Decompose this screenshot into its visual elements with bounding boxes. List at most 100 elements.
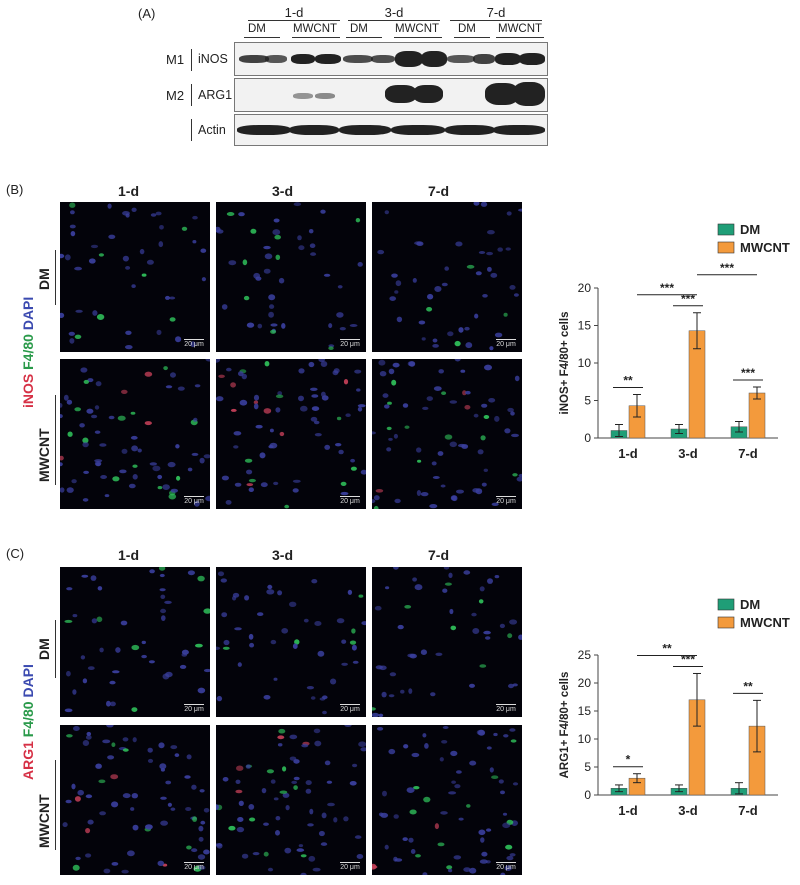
wb-row-divider: [191, 119, 192, 141]
scale-bar: 20 μm: [340, 498, 360, 505]
cell-nucleus: [263, 851, 269, 857]
c-stain-green: F4/80: [20, 701, 36, 738]
cell-nucleus: [237, 817, 244, 822]
cell-nucleus: [392, 362, 400, 368]
cell-nucleus: [275, 816, 281, 821]
cell-nucleus: [248, 478, 256, 483]
cell-nucleus: [122, 211, 130, 216]
cell-nucleus: [263, 245, 271, 250]
cell-nucleus: [421, 337, 426, 341]
cell-nucleus: [79, 423, 85, 428]
c-row-divider: [55, 620, 56, 678]
cell-nucleus: [414, 584, 423, 591]
cell-nucleus: [460, 369, 466, 373]
cell-nucleus: [187, 467, 193, 472]
scale-bar: 20 μm: [496, 498, 516, 505]
cell-nucleus: [292, 488, 299, 493]
cell-nucleus: [187, 570, 195, 576]
cell-nucleus: [160, 768, 165, 772]
cell-texture: [372, 359, 522, 509]
wb-band: [371, 55, 395, 63]
cell-nucleus: [341, 662, 348, 666]
cell-nucleus: [74, 796, 81, 802]
cell-nucleus: [487, 230, 495, 235]
cell-nucleus: [311, 579, 318, 584]
cell-nucleus: [351, 628, 356, 634]
cell-nucleus: [485, 636, 491, 640]
cell-nucleus: [458, 443, 466, 448]
cell-nucleus: [63, 394, 69, 401]
scale-bar: 20 μm: [340, 706, 360, 713]
cell-nucleus: [85, 853, 92, 858]
wb-band: [385, 85, 417, 103]
cell-nucleus: [269, 428, 274, 433]
cell-nucleus: [413, 786, 420, 790]
y-tick-label: 20: [578, 281, 592, 295]
wb-strip-inos: [234, 42, 548, 76]
cell-nucleus: [406, 787, 415, 793]
cell-nucleus: [402, 403, 409, 408]
cell-nucleus: [313, 728, 321, 734]
cell-nucleus: [66, 399, 73, 405]
cell-nucleus: [305, 780, 312, 786]
cell-nucleus: [308, 855, 316, 862]
cell-nucleus: [279, 790, 288, 794]
cell-nucleus: [378, 713, 384, 717]
cell-nucleus: [66, 487, 74, 493]
cell-nucleus: [446, 865, 453, 870]
cell-nucleus: [131, 445, 138, 452]
cell-nucleus: [389, 296, 396, 301]
cell-nucleus: [454, 359, 461, 362]
cell-nucleus: [249, 817, 256, 822]
cell-nucleus: [253, 403, 259, 410]
cell-nucleus: [506, 211, 512, 216]
cell-nucleus: [412, 577, 417, 582]
cell-nucleus: [228, 260, 237, 266]
cell-nucleus: [322, 710, 327, 715]
cell-texture: [216, 571, 366, 715]
c-col-header-7d: 7-d: [428, 547, 449, 563]
cell-nucleus: [289, 601, 297, 607]
cell-nucleus: [109, 680, 116, 685]
cell-nucleus: [478, 829, 486, 836]
cell-nucleus: [473, 413, 479, 418]
cell-nucleus: [478, 599, 484, 604]
cell-nucleus: [177, 386, 185, 391]
cell-nucleus: [502, 822, 511, 829]
cell-nucleus: [201, 277, 206, 282]
cell-nucleus: [122, 793, 131, 799]
cell-nucleus: [86, 731, 92, 736]
cell-nucleus: [489, 767, 494, 773]
cell-nucleus: [327, 802, 335, 807]
cell-nucleus: [343, 379, 349, 385]
cell-nucleus: [90, 244, 99, 249]
wb-band: [395, 51, 423, 67]
wb-row-marker-actin: Actin: [198, 123, 226, 137]
cell-nucleus: [125, 345, 133, 350]
cell-nucleus: [357, 262, 363, 267]
cell-nucleus: [248, 633, 254, 640]
cell-nucleus: [122, 748, 129, 752]
cell-nucleus: [486, 746, 492, 750]
cell-nucleus: [119, 469, 127, 474]
cell-nucleus: [307, 823, 314, 827]
cell-nucleus: [409, 809, 417, 815]
cell-nucleus: [337, 285, 343, 289]
cell-nucleus: [303, 618, 309, 623]
cell-nucleus: [463, 867, 471, 872]
cell-nucleus: [267, 584, 273, 590]
cell-nucleus: [273, 481, 279, 486]
cell-nucleus: [465, 390, 471, 395]
cell-nucleus: [503, 312, 508, 317]
wb-band: [239, 55, 269, 63]
cell-nucleus: [263, 695, 271, 700]
cell-nucleus: [91, 414, 98, 419]
cell-nucleus: [328, 346, 334, 350]
cell-nucleus: [416, 490, 421, 496]
cell-nucleus: [82, 437, 89, 444]
cell-nucleus: [85, 828, 91, 834]
cell-nucleus: [324, 760, 331, 766]
cell-nucleus: [391, 273, 398, 278]
cell-nucleus: [487, 578, 493, 584]
cell-nucleus: [121, 389, 128, 394]
